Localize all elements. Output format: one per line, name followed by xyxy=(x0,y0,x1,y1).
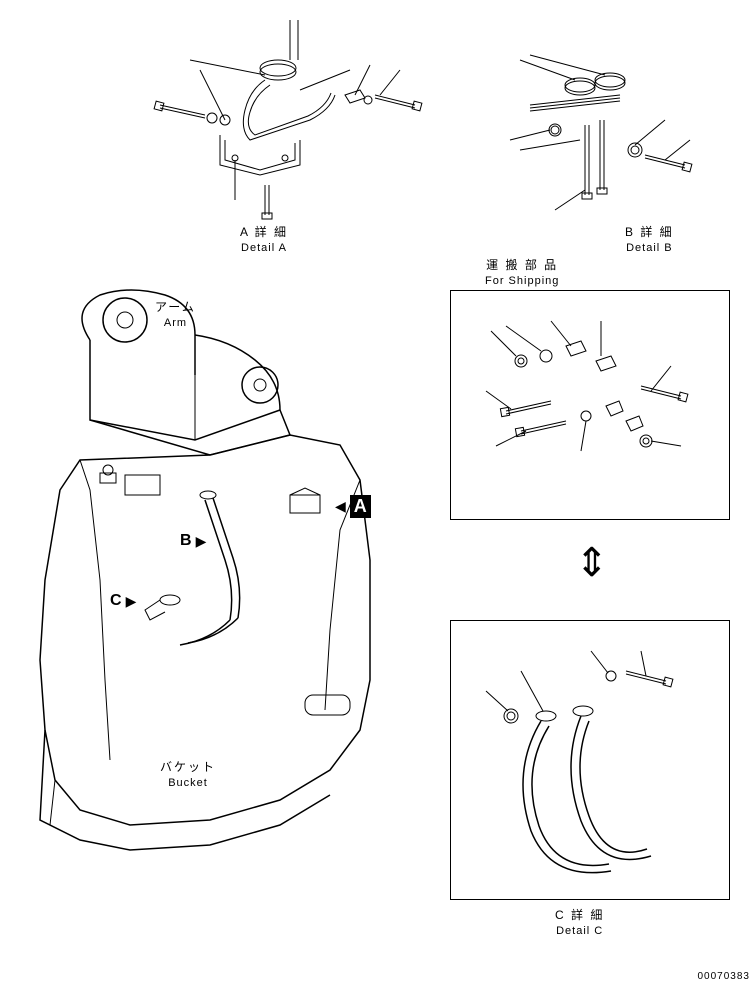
shipping-label: 運 搬 部 品 For Shipping xyxy=(485,258,559,288)
marker-b-text: B xyxy=(180,532,192,550)
image-id: 00070383 xyxy=(698,971,751,982)
detail-a-label: A 詳 細 Detail A xyxy=(240,225,288,255)
detail-a-region xyxy=(150,20,440,230)
main-drawing xyxy=(30,280,410,860)
shipping-en: For Shipping xyxy=(485,274,559,288)
marker-c-text: C xyxy=(110,592,122,610)
bucket-label: バケット Bucket xyxy=(160,760,216,790)
main-assembly-drawing xyxy=(30,280,410,860)
marker-c: C ▶ xyxy=(110,592,136,610)
shipping-box xyxy=(450,290,730,520)
marker-a-text: A xyxy=(350,495,371,518)
marker-b: B ▶ xyxy=(180,532,206,550)
bucket-jp: バケット xyxy=(160,760,216,776)
detail-b-label: B 詳 細 Detail B xyxy=(625,225,674,255)
detail-b-drawing xyxy=(490,50,720,230)
detail-b-en: Detail B xyxy=(625,241,674,255)
bucket-en: Bucket xyxy=(160,776,216,790)
detail-c-drawing xyxy=(451,621,731,901)
detail-b-region xyxy=(490,50,720,230)
detail-c-box xyxy=(450,620,730,900)
detail-c-jp: C 詳 細 xyxy=(555,908,604,924)
double-arrow-icon: ⇕ xyxy=(575,540,609,586)
shipping-jp: 運 搬 部 品 xyxy=(485,258,559,274)
detail-b-jp: B 詳 細 xyxy=(625,225,674,241)
detail-c-label: C 詳 細 Detail C xyxy=(555,908,604,938)
arm-en: Arm xyxy=(155,316,196,330)
detail-a-en: Detail A xyxy=(240,241,288,255)
detail-c-en: Detail C xyxy=(555,924,604,938)
marker-a: ◀ A xyxy=(335,495,371,518)
detail-a-jp: A 詳 細 xyxy=(240,225,288,241)
shipping-drawing xyxy=(451,291,731,521)
arm-jp: アーム xyxy=(155,300,196,316)
detail-a-drawing xyxy=(150,20,440,230)
arm-label: アーム Arm xyxy=(155,300,196,330)
